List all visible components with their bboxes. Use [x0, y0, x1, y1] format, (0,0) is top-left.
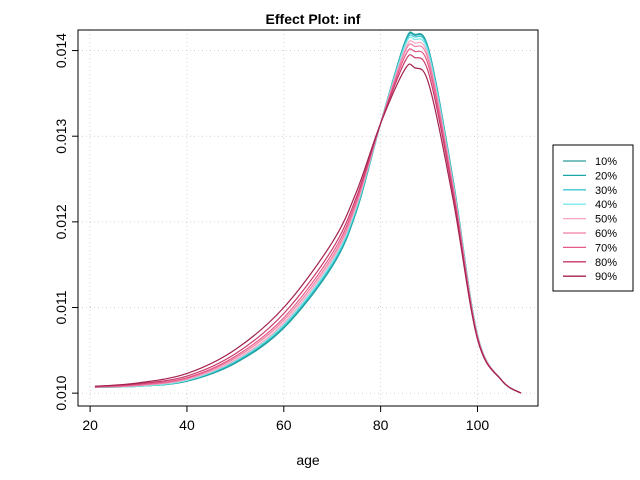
y-tick-label: 0.012 [53, 204, 69, 239]
legend-label: 20% [595, 170, 617, 182]
x-axis-label: age [296, 452, 320, 468]
x-tick-label: 40 [179, 417, 195, 433]
grid-lines [78, 30, 538, 406]
x-tick-label: 100 [466, 417, 490, 433]
plot-frame [77, 29, 539, 407]
x-tick-label: 20 [82, 417, 98, 433]
x-tick-label: 80 [373, 417, 389, 433]
chart-title: Effect Plot: inf [266, 11, 361, 27]
legend-label: 70% [595, 242, 617, 254]
series-line-90pct [94, 63, 522, 394]
legend-label: 60% [595, 228, 617, 240]
y-tick-label: 0.014 [53, 33, 69, 68]
legend-label: 10% [595, 156, 617, 168]
legend-label: 40% [595, 199, 617, 211]
y-tick-label: 0.011 [53, 290, 69, 324]
x-axis: 20 40 60 80 100 [82, 406, 489, 433]
y-tick-label: 0.013 [53, 118, 69, 153]
x-tick-label: 60 [276, 417, 292, 433]
legend-label: 30% [595, 185, 617, 197]
legend-label: 80% [595, 257, 617, 269]
legend: 10% 20% 30% 40% 50% 60% 70% 80% 90% [552, 144, 634, 292]
series-lines [94, 31, 522, 394]
y-axis: 0.010 0.011 0.012 0.013 0.014 [53, 33, 78, 411]
legend-label: 90% [595, 271, 617, 283]
y-tick-label: 0.010 [53, 375, 69, 410]
legend-label: 50% [595, 214, 617, 226]
